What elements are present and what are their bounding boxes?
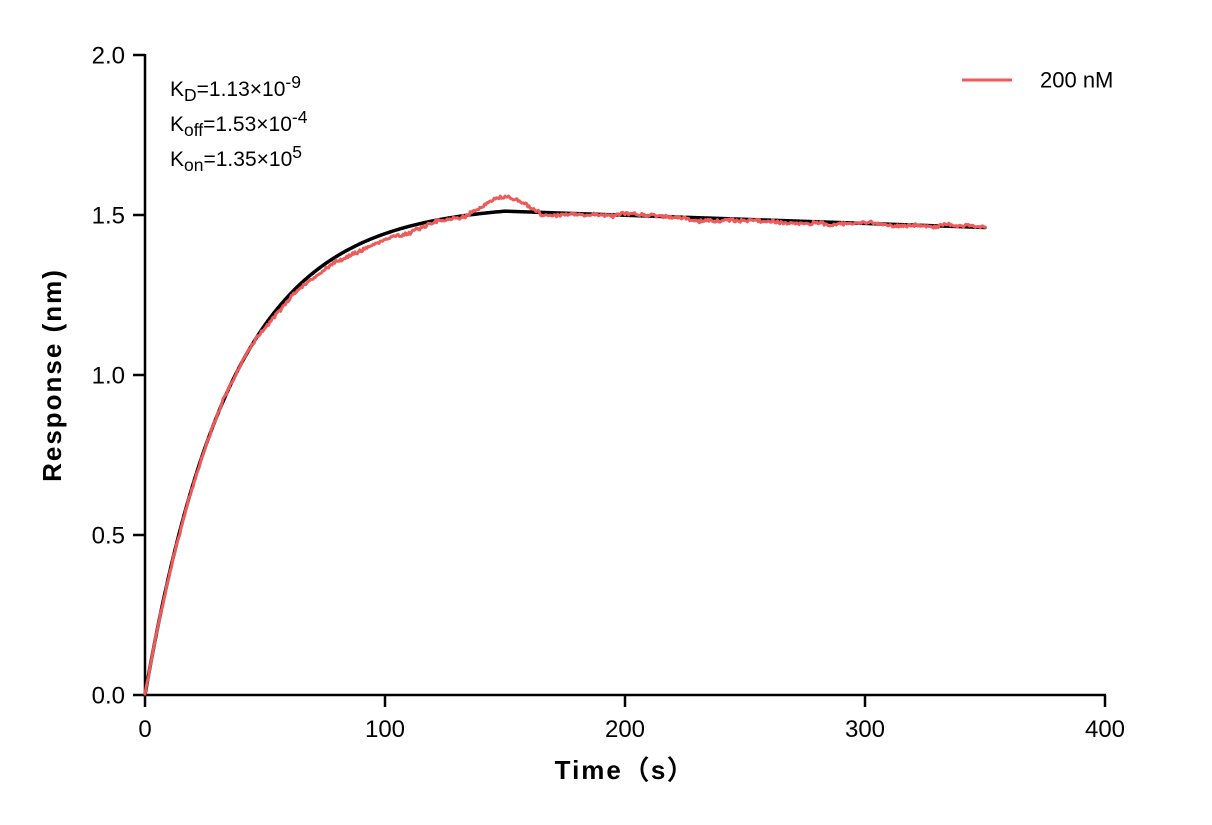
y-tick-label: 0.0: [92, 682, 125, 709]
legend-label: 200 nM: [1040, 68, 1113, 93]
annotation: Kon=1.35×105: [170, 142, 470, 182]
x-tick-label: 0: [138, 716, 151, 743]
y-tick-label: 1.5: [92, 202, 125, 229]
annotation: Koff=1.53×10-4: [170, 107, 470, 147]
chart-container: 0 100 200 300 400 0.0 0.5 1.0 1.5 2.0 Time（s） Respo…: [0, 0, 1212, 825]
x-tick-label: 400: [1085, 716, 1125, 743]
x-axis-label: Time（s）: [555, 755, 696, 785]
y-tick-label: 0.5: [92, 522, 125, 549]
y-tick-label: 2.0: [92, 42, 125, 69]
y-tick-label: 1.0: [92, 362, 125, 389]
x-tick-label: 100: [365, 716, 405, 743]
annotation: KD=1.13×10-9: [170, 72, 470, 112]
y-axis-label: Response (nm): [37, 268, 67, 482]
binding-chart: 0 100 200 300 400 0.0 0.5 1.0 1.5 2.0 Time（s） Respo…: [0, 0, 1212, 825]
x-tick-label: 200: [605, 716, 645, 743]
x-tick-label: 300: [845, 716, 885, 743]
